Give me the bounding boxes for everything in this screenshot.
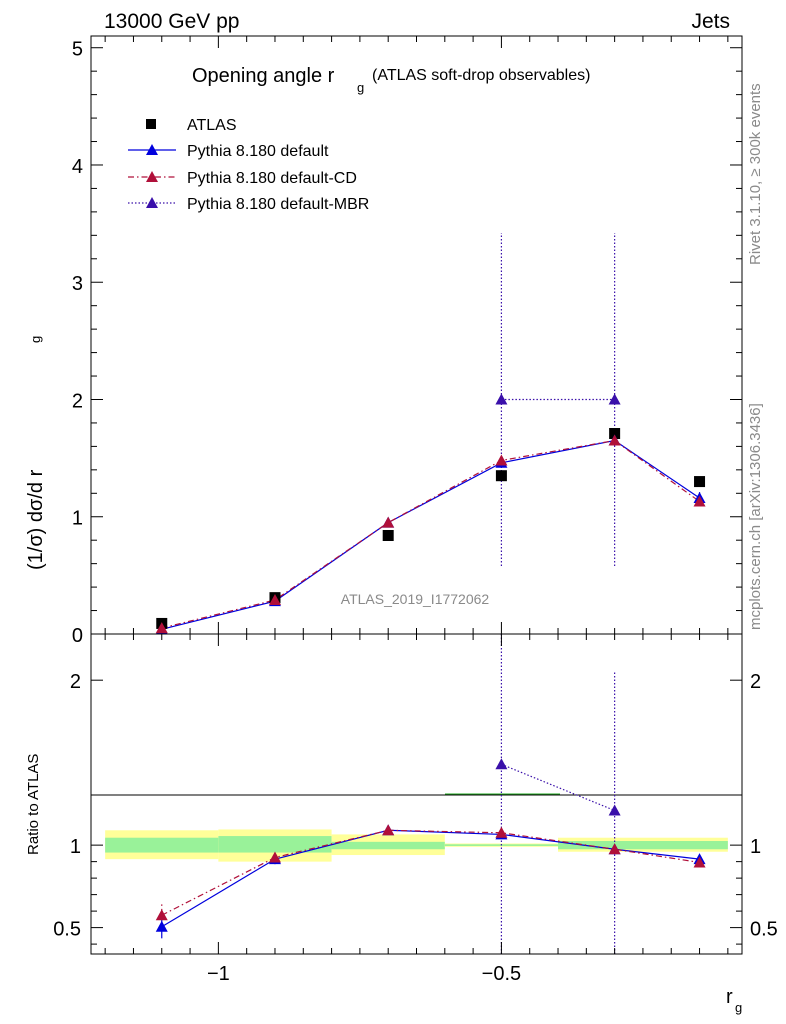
band-inner (105, 837, 219, 853)
ratio-point (155, 920, 168, 932)
legend: ATLAS Pythia 8.180 default Pythia 8.180 … (128, 117, 369, 213)
ratio-error-bars (161, 634, 701, 954)
ratio-y-axis-label: Ratio to ATLAS (25, 754, 42, 855)
chart-title: Opening angle r (192, 65, 335, 87)
ratio-series-markers (155, 758, 706, 932)
ratio-point (608, 843, 621, 855)
data-point (609, 427, 621, 439)
series-line (161, 439, 700, 629)
y-axis-label: (1/σ) dσ/d r g (25, 336, 47, 570)
ratio-line (161, 829, 700, 928)
ratio-frame (90, 633, 743, 955)
legend-label-default: Pythia 8.180 default (187, 143, 329, 160)
y-tick-label: 5 (72, 39, 83, 61)
x-axis-label: r (726, 986, 733, 1008)
data-point (608, 434, 621, 446)
data-point (155, 622, 168, 634)
main-y-tick-labels: 0 1 2 3 4 5 (72, 39, 83, 647)
ratio-point (693, 856, 706, 868)
data-point (495, 470, 507, 482)
data-point (382, 530, 394, 542)
data-point (495, 393, 508, 405)
main-axis-ticks (91, 36, 742, 635)
band-inner (558, 841, 728, 850)
y-tick-label-right: 0.5 (750, 919, 778, 941)
y-tick-label-right: 2 (750, 671, 761, 693)
legend-marker-default (146, 144, 158, 155)
ratio-point (608, 804, 621, 816)
mcplots-label: mcplots.cern.ch [arXiv:1306.3436] (747, 403, 764, 630)
y-tick-label: 1 (72, 508, 83, 530)
header-left: 13000 GeV pp (104, 10, 239, 33)
data-point (268, 593, 281, 605)
main-series-lines (161, 398, 700, 630)
chart-title-sub: g (357, 80, 364, 95)
x-axis-label-sub: g (735, 1000, 742, 1015)
rivet-label: Rivet 3.1.10, ≥ 300k events (747, 83, 764, 265)
data-point (693, 495, 706, 507)
x-tick-labels: −1 −0.5 (207, 963, 521, 985)
band-inner (331, 841, 445, 850)
analysis-watermark: ATLAS_2019_I1772062 (341, 591, 490, 607)
y-tick-label: 3 (72, 273, 83, 295)
ratio-panel: 0.5 0.5 1 1 2 2 −1 −0.5 Ratio to ATLAS r g (25, 633, 778, 1015)
ratio-point (495, 826, 508, 838)
ratio-series-lines (161, 763, 700, 928)
ratio-point (382, 824, 395, 836)
legend-marker-cd (146, 171, 158, 182)
data-point (495, 454, 508, 466)
x-tick-label: −1 (207, 963, 230, 985)
ratio-line (501, 763, 615, 812)
data-point (694, 476, 706, 488)
y-axis-label-sub: g (28, 336, 43, 343)
y-tick-label: 4 (72, 156, 83, 178)
chart-title-suffix: (ATLAS soft-drop observables) (372, 67, 590, 84)
ratio-axis-ticks (91, 634, 742, 954)
chart-title-main: Opening angle r (192, 65, 335, 87)
ratio-line (161, 829, 700, 916)
legend-label-mbr: Pythia 8.180 default-MBR (187, 196, 369, 213)
ratio-uncertainty-bands (105, 829, 728, 862)
ratio-point (495, 758, 508, 770)
header-right: Jets (691, 10, 730, 33)
main-panel: 0 1 2 3 4 5 Opening angle r g (ATLAS soft-dro… (25, 35, 743, 647)
ratio-point (268, 851, 281, 863)
y-tick-label-right: 1 (750, 836, 761, 858)
legend-marker-mbr (146, 197, 158, 208)
legend-label-cd: Pythia 8.180 default-CD (187, 170, 357, 187)
main-series-markers (155, 393, 706, 635)
data-point (382, 516, 395, 528)
data-point (608, 393, 621, 405)
band-inner (218, 836, 332, 853)
y-tick-label: 0.5 (53, 919, 81, 941)
x-axis-label-main: r (726, 986, 733, 1008)
ratio-point (155, 909, 168, 921)
legend-label-atlas: ATLAS (187, 117, 237, 134)
x-tick-label: −0.5 (482, 963, 521, 985)
y-axis-label-main: (1/σ) dσ/d r (25, 469, 47, 570)
y-tick-label: 2 (72, 390, 83, 412)
y-tick-label: 2 (70, 671, 81, 693)
ratio-y-tick-labels: 0.5 0.5 1 1 2 2 (53, 671, 778, 940)
y-tick-label: 0 (72, 625, 83, 647)
y-tick-label: 1 (70, 836, 81, 858)
legend-marker-atlas (146, 119, 156, 129)
